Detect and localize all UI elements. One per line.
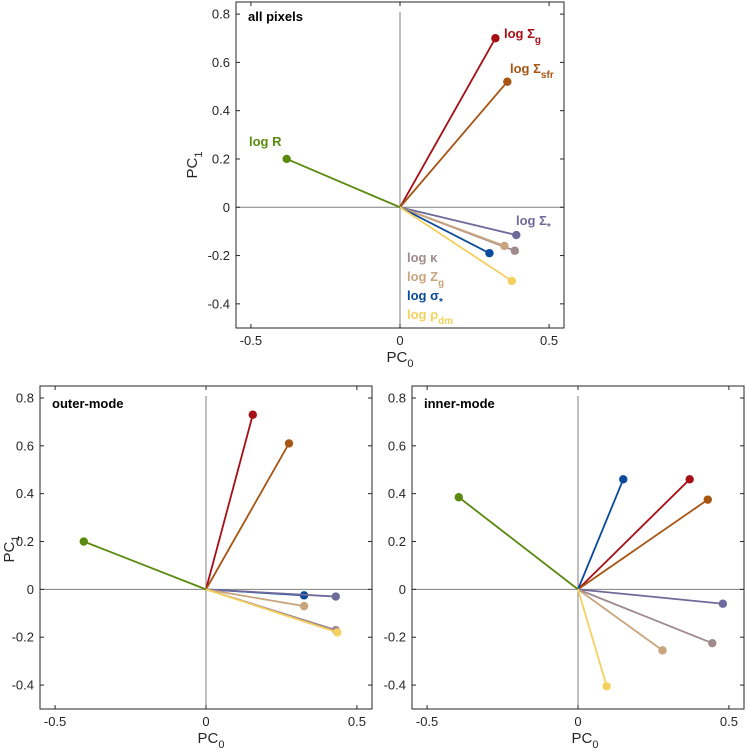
- y-tick-label: 0: [27, 582, 34, 597]
- y-tick-label: 0.2: [16, 534, 34, 549]
- loading-vector-log-rho-dm: [577, 589, 608, 687]
- loading-vector-log-R: [83, 540, 207, 591]
- chart-panel-outer-mode: -0.5 0 0.5 -0.4 -0.2 0 0.2 0.4 0.6 0.8 PC0 PC1 outer…: [1, 385, 373, 751]
- y-tick-label: 0.8: [16, 390, 34, 405]
- loading-point-log-Sigma-sfr: [284, 439, 294, 448]
- y-tick-label: 0.8: [388, 390, 406, 405]
- y-tick-label: -0.2: [12, 630, 34, 645]
- panel-title: outer-mode: [52, 396, 124, 411]
- x-axis-label: PC0: [198, 730, 225, 751]
- x-tick-label: 0.5: [348, 714, 366, 729]
- loading-point-log-Z-g: [658, 646, 667, 655]
- loading-point-log-Sigma-g: [248, 410, 257, 419]
- y-tick-label: -0.2: [384, 630, 406, 645]
- loading-point-log-R: [79, 537, 88, 546]
- y-tick-label: 0.2: [212, 151, 230, 166]
- x-tick-label: -0.5: [416, 714, 438, 729]
- loading-vector-log-R: [458, 496, 579, 591]
- variable-label-log-kappa: log κ: [407, 250, 438, 265]
- y-tick-label: -0.4: [12, 678, 34, 693]
- y-axis-label: PC1: [1, 536, 22, 563]
- loading-point-log-Sigma-star: [718, 599, 728, 608]
- loading-vector-log-Z-g: [399, 206, 505, 247]
- panel-title: all pixels: [248, 9, 303, 24]
- loading-vector-log-Sigma-sfr: [577, 498, 709, 591]
- loading-point-log-Z-g: [299, 601, 309, 611]
- x-axis-label: PC0: [572, 730, 599, 751]
- loading-point-log-Sigma-g: [491, 34, 500, 43]
- loading-point-log-sigma-star: [619, 475, 628, 484]
- x-axis-label: PC0: [387, 349, 414, 370]
- loading-vector-log-sigma-star: [577, 478, 625, 590]
- y-tick-label: 0.4: [388, 486, 406, 501]
- x-tick-label: -0.5: [240, 333, 262, 348]
- loading-vector-log-Sigma-g: [205, 414, 254, 590]
- loading-vector-log-rho-dm: [205, 588, 338, 634]
- y-tick-label: 0.2: [388, 534, 406, 549]
- loading-vector-log-kappa: [577, 588, 713, 645]
- loading-vector-log-R: [286, 158, 401, 209]
- loading-vector-log-Sigma-sfr: [399, 81, 509, 208]
- y-axis-label: PC1: [184, 152, 205, 179]
- loading-vector-log-Sigma-g: [577, 478, 691, 591]
- loading-point-log-kappa: [510, 246, 519, 255]
- x-tick-label: -0.5: [44, 714, 66, 729]
- loading-vector-log-Z-g: [577, 588, 664, 652]
- loading-vector-log-Sigma-star: [205, 588, 336, 598]
- loading-vector-log-Sigma-sfr: [205, 442, 290, 590]
- loading-vector-log-Z-g: [205, 588, 305, 608]
- loading-point-log-R: [454, 493, 463, 502]
- y-tick-label: 0.4: [16, 486, 34, 501]
- y-tick-label: 0.8: [212, 7, 230, 22]
- loading-point-log-Sigma-star: [331, 592, 340, 601]
- y-tick-label: -0.2: [208, 248, 230, 263]
- x-tick-label: 0.5: [540, 333, 558, 348]
- x-tick-label: 0.5: [720, 714, 738, 729]
- x-tick-label: 0: [396, 333, 403, 348]
- loading-vector-log-sigma-star: [399, 206, 490, 254]
- y-tick-label: 0: [223, 200, 230, 215]
- loading-point-log-Sigma-g: [685, 475, 694, 484]
- x-tick-label: 0: [574, 714, 581, 729]
- loading-point-log-Sigma-star: [512, 230, 521, 240]
- loading-point-log-sigma-star: [485, 248, 494, 258]
- loading-point-log-rho-dm: [602, 682, 611, 691]
- y-tick-label: 0.6: [388, 438, 406, 453]
- y-tick-label: -0.4: [384, 678, 406, 693]
- y-tick-label: 0.4: [212, 103, 230, 118]
- y-tick-label: 0: [399, 582, 406, 597]
- loading-point-log-rho-dm: [507, 276, 517, 286]
- loading-point-log-Sigma-sfr: [503, 77, 512, 86]
- loading-point-log-R: [282, 154, 291, 164]
- loading-point-log-rho-dm: [333, 628, 342, 637]
- panel-title: inner-mode: [424, 396, 495, 411]
- loading-point-log-Sigma-sfr: [703, 495, 712, 504]
- loading-vector-log-rho-dm: [399, 206, 513, 282]
- loading-point-log-kappa: [708, 639, 717, 648]
- y-tick-label: 0.6: [16, 438, 34, 453]
- y-tick-label: 0.6: [212, 55, 230, 70]
- loading-vector-log-Sigma-star: [399, 206, 517, 236]
- chart-panel-all-pixels: -0.5 0 0.5 -0.4 -0.2 0 0.2 0.4 0.6 0.8 PC0 PC1 all p…: [184, 1, 565, 370]
- variable-label-log-R: log R: [249, 134, 282, 149]
- loading-vector-log-Sigma-g: [399, 37, 497, 208]
- loading-vector-log-Sigma-star: [577, 588, 723, 605]
- loading-point-log-Z-g: [500, 241, 509, 251]
- y-tick-label: -0.4: [208, 296, 230, 311]
- chart-panel-inner-mode: -0.5 0 0.5 -0.4 -0.2 0 0.2 0.4 0.6 0.8 PC0 inner-mo…: [384, 385, 745, 751]
- x-tick-label: 0: [202, 714, 209, 729]
